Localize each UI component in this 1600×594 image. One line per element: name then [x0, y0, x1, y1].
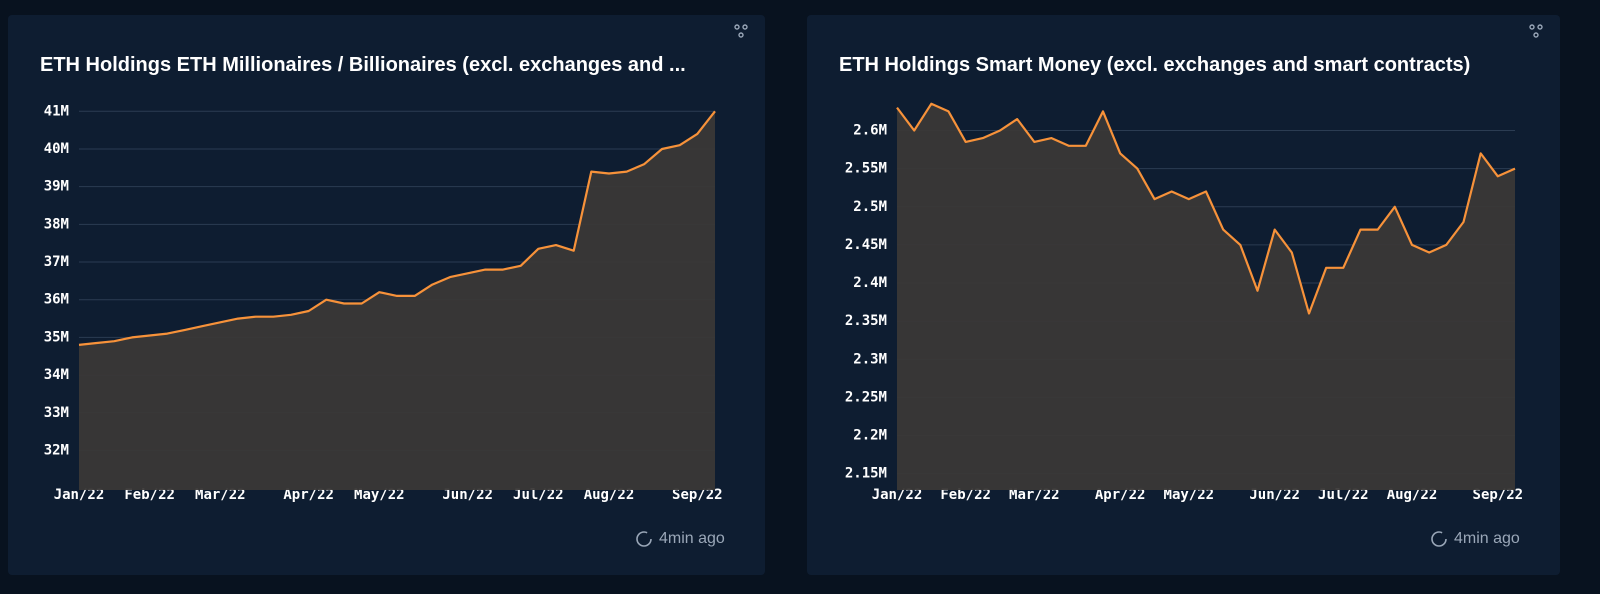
y-tick-label: 2.25M: [845, 389, 887, 405]
refresh-icon: [1431, 531, 1447, 547]
y-tick-label: 41M: [44, 103, 69, 119]
x-tick-label: Apr/22: [1095, 487, 1146, 503]
updated-label: 4min ago: [1454, 530, 1520, 547]
y-tick-label: 40M: [44, 141, 69, 157]
area: [897, 103, 1515, 491]
x-tick-label: Sep/22: [672, 487, 723, 503]
icon-dot: [1533, 32, 1539, 38]
updated-label: 4min ago: [659, 530, 725, 547]
y-tick-label: 32M: [44, 442, 69, 458]
x-tick-label: Jan/22: [872, 487, 923, 503]
y-tick-label: 2.3M: [853, 351, 887, 367]
icon-dot: [1537, 24, 1543, 30]
y-tick-label: 38M: [44, 216, 69, 232]
x-tick-label: Apr/22: [283, 487, 334, 503]
y-tick-label: 2.4M: [853, 275, 887, 291]
icon-dot: [738, 32, 744, 38]
x-tick-label: Jul/22: [1318, 487, 1369, 503]
line: [896, 102, 1516, 315]
icon-dot: [1529, 24, 1535, 30]
x-tick-label: Mar/22: [195, 487, 246, 503]
x-tick-label: Feb/22: [940, 487, 991, 503]
icon-dot: [742, 24, 748, 30]
refresh-icon: [636, 531, 652, 547]
y-tick-label: 2.6M: [853, 123, 887, 139]
y-tick-label: 36M: [44, 292, 69, 308]
icon-dot: [734, 24, 740, 30]
area: [79, 111, 715, 491]
y-tick-label: 2.15M: [845, 466, 887, 482]
share-icon[interactable]: [1529, 24, 1543, 38]
chart-title: ETH Holdings Smart Money (excl. exchange…: [839, 54, 1470, 76]
y-tick-label: 37M: [44, 254, 69, 270]
x-tick-label: Jan/22: [54, 487, 105, 503]
x-tick-label: Feb/22: [124, 487, 175, 503]
y-tick-label: 2.55M: [845, 161, 887, 177]
y-tick-label: 35M: [44, 329, 69, 345]
y-tick-label: 2.35M: [845, 313, 887, 329]
share-icon[interactable]: [734, 24, 748, 38]
x-tick-label: Jun/22: [442, 487, 493, 503]
x-tick-label: Aug/22: [1387, 487, 1438, 503]
chart-title: ETH Holdings ETH Millionaires / Billiona…: [40, 54, 686, 76]
x-tick-label: Jun/22: [1249, 487, 1300, 503]
y-tick-label: 2.5M: [853, 199, 887, 215]
y-tick-label: 2.2M: [853, 428, 887, 444]
x-tick-label: May/22: [1164, 487, 1215, 503]
x-tick-label: May/22: [354, 487, 405, 503]
y-tick-label: 2.45M: [845, 237, 887, 253]
x-tick-label: Sep/22: [1473, 487, 1524, 503]
y-tick-label: 39M: [44, 179, 69, 195]
line: [78, 110, 716, 346]
x-tick-label: Mar/22: [1009, 487, 1060, 503]
x-tick-label: Jul/22: [513, 487, 564, 503]
x-tick-label: Aug/22: [584, 487, 635, 503]
y-tick-label: 33M: [44, 405, 69, 421]
y-tick-label: 34M: [44, 367, 69, 383]
